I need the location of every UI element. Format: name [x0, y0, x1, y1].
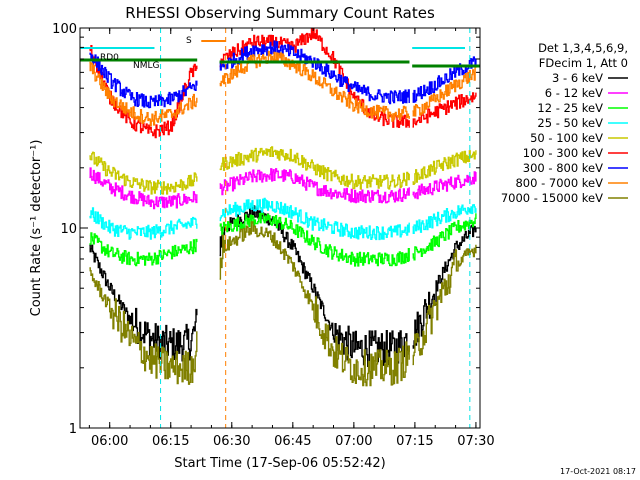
series-line [89, 197, 477, 241]
flag-label: RD0 [100, 53, 119, 63]
series-7000-15000-kev [89, 221, 477, 387]
series-line [89, 167, 477, 210]
legend-header: FDecim 1, Att 0 [539, 56, 628, 70]
x-tick-label: 06:15 [152, 434, 189, 449]
x-tick-label: 06:30 [213, 434, 250, 449]
x-axis-label: Start Time (17-Sep-06 05:52:42) [174, 456, 385, 471]
x-tick-label: 07:15 [396, 434, 433, 449]
plot-layer: RD0 NMLG S [80, 28, 480, 428]
y-tick-label: 1 [69, 422, 77, 437]
series-line [89, 221, 477, 387]
legend-entry: 3 - 6 keV [552, 71, 603, 85]
flag-label: NMLG [133, 61, 160, 71]
legend-entry: 800 - 7000 keV [515, 176, 603, 190]
y-tick-label: 100 [52, 22, 77, 37]
y-tick-label: 10 [60, 222, 77, 237]
x-tick-label: 07:30 [457, 434, 494, 449]
x-tick-label: 06:00 [91, 434, 128, 449]
timestamp: 17-Oct-2021 08:17 [560, 467, 636, 476]
legend-entry: 300 - 800 keV [523, 161, 603, 175]
legend-entry: 100 - 300 keV [523, 146, 603, 160]
legend-entry: 6 - 12 keV [545, 86, 603, 100]
legend: Det 1,3,4,5,6,9,FDecim 1, Att 03 - 6 keV… [501, 41, 628, 205]
legend-header: Det 1,3,4,5,6,9, [538, 41, 628, 55]
series-6-12-kev [89, 167, 477, 210]
y-axis-label: Count Rate (s⁻¹ detector⁻¹) [29, 140, 44, 317]
series-25-50-kev [89, 197, 477, 241]
series-50-100-kev [89, 146, 477, 195]
series-line [89, 146, 477, 195]
axis-ticks: 06:00 06:15 06:30 06:45 07:00 07:15 07:30 1 10 10… [52, 22, 494, 449]
chart-title: RHESSI Observing Summary Count Rates [125, 4, 435, 22]
flag-label: S [186, 36, 192, 46]
x-tick-label: 07:00 [335, 434, 372, 449]
legend-entry: 12 - 25 keV [537, 101, 603, 115]
legend-entry: 25 - 50 keV [537, 116, 603, 130]
series-line [89, 50, 477, 127]
series-800-7000-kev [89, 50, 477, 127]
legend-entry: 50 - 100 keV [530, 131, 603, 145]
x-tick-label: 06:45 [274, 434, 311, 449]
legend-entry: 7000 - 15000 keV [501, 191, 603, 205]
